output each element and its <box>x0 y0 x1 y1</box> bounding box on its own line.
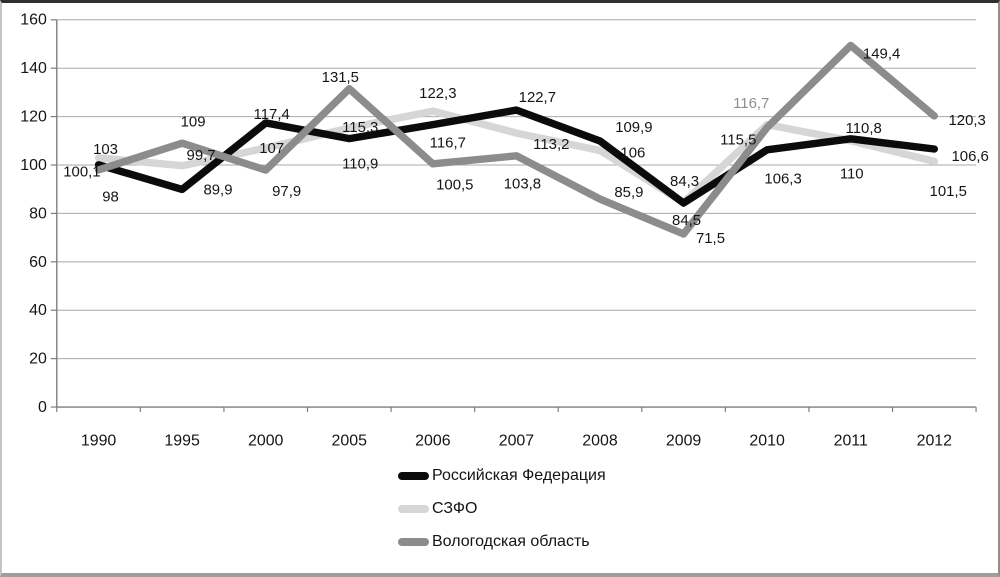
x-axis-label: 2012 <box>917 433 953 450</box>
data-label-vologda-oblast: 115,5 <box>720 132 756 148</box>
data-label-szfo: 110 <box>840 166 864 182</box>
data-label-szfo: 106 <box>620 145 645 161</box>
data-label-szfo: 116,7 <box>733 96 769 112</box>
x-axis-label: 1990 <box>81 433 117 450</box>
x-axis-label: 2010 <box>749 433 785 450</box>
data-label-vologda-oblast: 103,8 <box>504 176 541 192</box>
series-line-vologda-oblast <box>94 41 938 238</box>
data-label-russian-federation: 109,9 <box>615 120 652 136</box>
x-axis-label: 2008 <box>582 433 618 450</box>
data-label-russian-federation: 106,6 <box>951 149 988 165</box>
data-label-russian-federation: 84,3 <box>670 174 699 190</box>
data-label-russian-federation: 89,9 <box>203 182 232 198</box>
line-chart: 0 20 40 60 80 100 120 140 160 1990 1995 2000 2005 200… <box>20 12 989 450</box>
y-axis-label: 140 <box>20 60 47 77</box>
legend-item-szfo: СЗФО <box>398 499 606 519</box>
data-label-szfo: 84,5 <box>672 213 701 229</box>
data-label-russian-federation: 110,8 <box>846 121 882 137</box>
data-label-szfo: 113,2 <box>533 137 569 153</box>
data-label-vologda-oblast: 149,4 <box>863 46 900 62</box>
x-axis-label: 2006 <box>415 433 451 450</box>
data-label-szfo: 122,3 <box>419 86 456 102</box>
y-axis-label: 40 <box>29 302 47 319</box>
x-axis-label: 1995 <box>164 433 200 450</box>
data-label-szfo: 101,5 <box>930 184 967 200</box>
y-axis-label: 160 <box>20 12 47 29</box>
data-label-vologda-oblast: 100,5 <box>436 178 473 194</box>
data-label-russian-federation: 110,9 <box>342 156 378 172</box>
series-line-russian-federation <box>94 106 938 207</box>
x-axis-label: 2011 <box>834 433 868 450</box>
y-axis-label: 100 <box>20 157 47 174</box>
data-label-vologda-oblast: 85,9 <box>614 185 643 201</box>
series-line-szfo <box>94 107 938 207</box>
data-label-vologda-oblast: 71,5 <box>696 231 725 247</box>
legend-label: СЗФО <box>432 500 478 517</box>
data-label-szfo: 115,3 <box>342 120 378 136</box>
legend-swatch-russian-federation <box>398 472 429 480</box>
y-axis-label: 120 <box>20 109 47 126</box>
legend-swatch-vologda-oblast <box>398 538 429 546</box>
legend-label: Российская Федерация <box>432 467 606 484</box>
x-axis-label: 2009 <box>666 433 702 450</box>
y-axis-label: 0 <box>38 399 47 416</box>
data-label-vologda-oblast: 131,5 <box>322 70 359 86</box>
data-label-vologda-oblast: 109 <box>181 114 206 130</box>
legend-item-russian-federation: Российская Федерация <box>398 466 606 486</box>
data-label-russian-federation: 100,1 <box>63 165 100 181</box>
legend-label: Вологодская область <box>432 533 590 550</box>
legend-swatch-szfo <box>398 505 429 513</box>
legend-item-vologda-oblast: Вологодская область <box>398 532 606 552</box>
legend: Российская Федерация СЗФО Вологодская об… <box>398 466 606 552</box>
data-label-vologda-oblast: 97,9 <box>272 184 301 200</box>
data-label-russian-federation: 106,3 <box>764 171 801 187</box>
data-label-szfo: 107 <box>259 141 284 157</box>
y-axis-label: 80 <box>29 205 47 222</box>
data-label-szfo: 99,7 <box>187 148 216 164</box>
data-label-russian-federation: 122,7 <box>519 90 556 106</box>
data-label-vologda-oblast: 98 <box>102 190 119 206</box>
y-axis-label: 60 <box>29 254 47 271</box>
data-label-szfo: 103 <box>93 142 118 158</box>
y-axis-label: 20 <box>29 351 47 368</box>
x-axis-label: 2000 <box>248 433 284 450</box>
x-axis-label: 2007 <box>499 433 535 450</box>
data-label-russian-federation: 117,4 <box>254 107 290 123</box>
data-label-russian-federation: 116,7 <box>430 135 466 151</box>
data-label-vologda-oblast: 120,3 <box>948 113 985 129</box>
x-axis-label: 2005 <box>332 433 368 450</box>
